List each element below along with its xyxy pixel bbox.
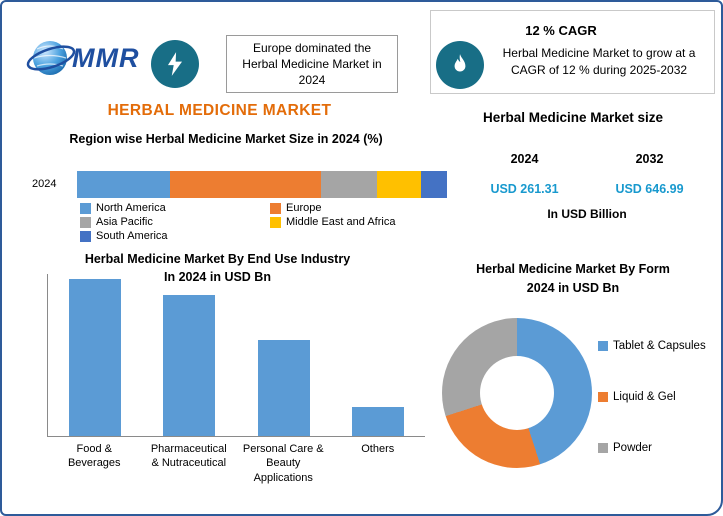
legend-label: Tablet & Capsules xyxy=(613,340,706,352)
legend-label: Powder xyxy=(613,442,652,454)
legend-label: Europe xyxy=(286,202,322,214)
bar-category-label: Others xyxy=(361,443,395,455)
legend-swatch xyxy=(598,392,608,402)
legend-swatch xyxy=(270,216,281,228)
flame-icon xyxy=(454,54,466,72)
bar-category-label: Pharmaceutical & Nutraceutical xyxy=(150,443,227,470)
end-use-chart-title-line1: Herbal Medicine Market By End Use Indust… xyxy=(84,252,351,266)
cagr-note: Herbal Medicine Market to grow at a CAGR… xyxy=(502,46,696,77)
stacked-bar xyxy=(77,171,447,198)
europe-highlight-box: Europe dominated the Herbal Medicine Mar… xyxy=(226,35,398,93)
legend-swatch xyxy=(80,202,91,214)
globe-icon xyxy=(26,41,76,75)
legend-item-north-america: North America xyxy=(80,202,270,214)
bar xyxy=(351,406,404,436)
market-size-unit: In USD Billion xyxy=(547,207,627,221)
legend-label: Asia Pacific xyxy=(96,216,153,228)
legend-item-europe: Europe xyxy=(270,202,448,214)
legend-item-asia-pacific: Asia Pacific xyxy=(80,216,270,228)
legend-swatch xyxy=(598,341,608,351)
cagr-section: 12 % CAGR Herbal Medicine Market to grow… xyxy=(430,10,715,94)
legend-label: North America xyxy=(96,202,166,214)
legend-swatch xyxy=(598,443,608,453)
legend-item-south-america: South America xyxy=(80,230,270,242)
legend-item-powder: Powder xyxy=(598,442,706,454)
cagr-title: 12 % CAGR xyxy=(525,23,597,38)
legend-label: Middle East and Africa xyxy=(286,216,396,228)
end-use-labels: Food & Beverages Pharmaceutical & Nutrace… xyxy=(47,442,425,485)
bar-column-others xyxy=(331,274,425,436)
legend-item-middle-east-and-africa: Middle East and Africa xyxy=(270,216,448,228)
logo-text: MMR xyxy=(72,42,140,73)
bar-category-label: Personal Care & Beauty Applications xyxy=(242,443,324,484)
stacked-segment-north-america xyxy=(77,171,170,198)
flame-badge xyxy=(436,41,484,89)
market-size-values: USD 261.31 USD 646.99 xyxy=(462,182,712,196)
end-use-chart-title: Herbal Medicine Market By End Use Indust… xyxy=(10,250,425,286)
region-legend: North America Europe Asia Pacific Middle Ea… xyxy=(80,202,448,242)
market-size-value-start: USD 261.31 xyxy=(490,182,559,196)
legend-item-liquid-gel: Liquid & Gel xyxy=(598,391,706,403)
stacked-segment-asia-pacific xyxy=(321,171,377,198)
bar xyxy=(69,278,122,436)
region-chart-title: Region wise Herbal Medicine Market Size … xyxy=(69,132,383,146)
form-chart-title-line2: 2024 in USD Bn xyxy=(526,280,620,295)
legend-item-tablet-capsules: Tablet & Capsules xyxy=(598,340,706,352)
legend-label: South America xyxy=(96,230,168,242)
legend-swatch xyxy=(80,230,91,242)
end-use-plot xyxy=(47,274,425,437)
europe-note-text: Europe dominated the Herbal Medicine Mar… xyxy=(242,40,382,88)
stacked-segment-south-america xyxy=(421,171,447,198)
lightning-badge xyxy=(151,40,199,88)
form-donut xyxy=(442,318,592,468)
market-size-years: 2024 2032 xyxy=(462,152,712,166)
stacked-segment-europe xyxy=(169,171,322,198)
legend-label: Liquid & Gel xyxy=(613,391,676,403)
mmr-logo: MMR xyxy=(26,34,139,82)
market-size-year-end: 2032 xyxy=(635,152,664,166)
form-legend: Tablet & Capsules Liquid & Gel Powder xyxy=(598,340,706,454)
bar xyxy=(257,340,310,436)
stacked-bar-year-label: 2024 xyxy=(32,178,57,190)
bar-category-label: Food & Beverages xyxy=(67,443,121,470)
market-size-value-end: USD 646.99 xyxy=(615,182,684,196)
bar xyxy=(163,295,216,436)
bar-column-personal-care-beauty-applications xyxy=(237,274,331,436)
market-size-year-start: 2024 xyxy=(510,152,539,166)
lightning-icon xyxy=(167,52,183,76)
form-chart-title: Herbal Medicine Market By Form 2024 in U… xyxy=(437,260,709,298)
form-chart-title-line1: Herbal Medicine Market By Form xyxy=(476,262,670,276)
stacked-segment-middle-east-and-africa xyxy=(376,171,422,198)
bar-column-food-beverages xyxy=(48,274,142,436)
market-size-title: Herbal Medicine Market size xyxy=(482,110,664,125)
bar-column-pharmaceutical-nutraceutical xyxy=(142,274,236,436)
legend-swatch xyxy=(80,216,91,228)
page-title: HERBAL MEDICINE MARKET xyxy=(107,102,332,119)
legend-swatch xyxy=(270,202,281,214)
end-use-chart-title-line2: In 2024 in USD Bn xyxy=(164,270,271,285)
